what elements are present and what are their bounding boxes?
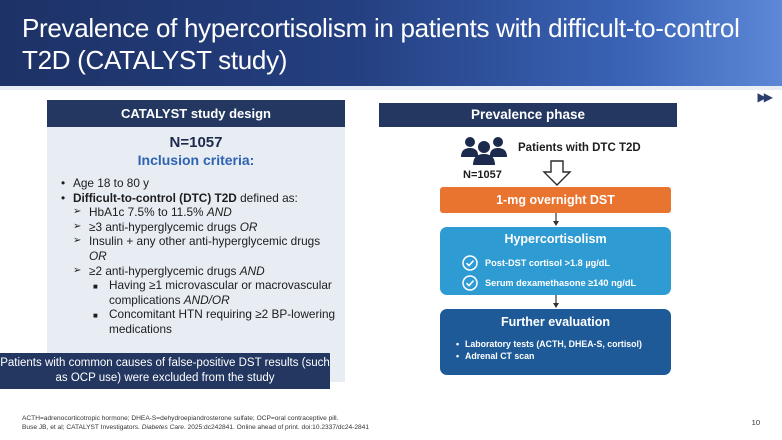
inclusion-criteria-title: Inclusion criteria: xyxy=(137,152,255,168)
criteria-item: ➢ HbA1c 7.5% to 11.5% AND xyxy=(59,205,341,220)
criteria-text: defined as: xyxy=(236,190,298,205)
criteria-text: HbA1c 7.5% to 11.5% xyxy=(89,205,207,220)
flow-arrow-icon xyxy=(553,213,559,226)
inclusion-criteria-list: • Age 18 to 80 y • Difficult-to-control (DT… xyxy=(59,176,341,337)
down-arrow-icon xyxy=(542,160,572,186)
criteria-text: ≥3 anti-hyperglycemic drugs xyxy=(89,219,240,234)
arrow-bullet-icon: ➢ xyxy=(73,235,82,247)
study-design-panel: CATALYST study design N=1057 Inclusion c… xyxy=(47,100,345,382)
criteria-item: ■ Concomitant HTN requiring ≥2 BP-lowerin… xyxy=(59,307,341,336)
page-number: 10 xyxy=(751,418,760,427)
bullet-icon: • xyxy=(61,190,66,205)
fast-forward-icon[interactable]: ▶▶ xyxy=(757,90,774,104)
citation-authors: Buse JB, et al; CATALYST Investigators. xyxy=(22,424,142,431)
citation: Buse JB, et al; CATALYST Investigators. … xyxy=(22,423,722,432)
criteria-text: Insulin + any other anti-hyperglycemic d… xyxy=(89,234,321,249)
patients-label: Patients with DTC T2D xyxy=(518,142,641,154)
criteria-text: AND/OR xyxy=(183,292,230,307)
criteria-text: AND xyxy=(239,263,265,278)
criterion-text: Post-DST cortisol >1.8 µg/dL xyxy=(485,258,611,268)
arrow-bullet-icon: ➢ xyxy=(73,206,82,218)
check-circle-icon xyxy=(462,275,478,291)
exclusion-note: Patients with common causes of false-pos… xyxy=(0,353,330,389)
hypercortisolism-title: Hypercortisolism xyxy=(504,232,607,246)
further-evaluation-list: • Laboratory tests (ACTH, DHEA-S, cortiso… xyxy=(456,338,642,362)
footnotes: ACTH=adrenocorticotropic hormone; DHEA-S… xyxy=(22,414,722,432)
criteria-item: • Age 18 to 80 y xyxy=(59,176,341,191)
hypercortisolism-box: Hypercortisolism Post-DST cortisol >1.8 … xyxy=(440,227,671,295)
criteria-text: ≥2 anti-hyperglycemic drugs xyxy=(89,263,240,278)
further-evaluation-title: Further evaluation xyxy=(500,315,611,329)
slide-title: Prevalence of hypercortisolism in patien… xyxy=(22,13,740,75)
criteria-text: Having ≥1 microvascular or macrovascular… xyxy=(109,278,332,307)
criteria-text: AND xyxy=(206,205,232,220)
arrow-bullet-icon: ➢ xyxy=(73,264,82,276)
list-item: • Adrenal CT scan xyxy=(456,351,535,361)
criteria-item: ■ Having ≥1 microvascular or macrovascula… xyxy=(59,278,341,307)
criteria-text: OR xyxy=(89,248,107,263)
criteria-item: ➢ ≥3 anti-hyperglycemic drugs OR xyxy=(59,220,341,235)
criterion-row: Serum dexamethasone ≥140 ng/dL xyxy=(462,275,636,291)
bullet-icon: • xyxy=(61,176,66,190)
header-divider xyxy=(0,86,782,90)
criteria-item: • Difficult-to-control (DTC) T2D defined … xyxy=(59,191,341,206)
criteria-text: OR xyxy=(239,219,258,234)
header-banner: Prevalence of hypercortisolism in patien… xyxy=(0,0,782,86)
square-bullet-icon: ■ xyxy=(93,282,98,292)
list-item-text: Adrenal CT scan xyxy=(465,351,535,361)
citation-journal: Diabetes Care xyxy=(141,424,184,431)
criterion-row: Post-DST cortisol >1.8 µg/dL xyxy=(462,255,610,271)
total-n-label: N=1057 xyxy=(169,134,223,151)
criteria-text: Concomitant HTN requiring ≥2 BP-lowering… xyxy=(109,307,336,336)
criteria-item: ➢ ≥2 anti-hyperglycemic drugs AND xyxy=(59,264,341,279)
flow-arrow-icon xyxy=(553,295,559,308)
study-design-header: CATALYST study design xyxy=(47,100,345,127)
check-circle-icon xyxy=(462,255,478,271)
list-item: • Laboratory tests (ACTH, DHEA-S, cortiso… xyxy=(456,339,642,349)
patients-n-label: N=1057 xyxy=(463,169,502,181)
criteria-text: Age 18 to 80 y xyxy=(73,176,150,190)
citation-details: . 2025:dc242841. Online ahead of print. … xyxy=(183,424,370,431)
abbreviations-note: ACTH=adrenocorticotropic hormone; DHEA-S… xyxy=(22,415,339,422)
prevalence-phase-header: Prevalence phase xyxy=(379,103,677,127)
list-item-text: Laboratory tests (ACTH, DHEA-S, cortisol… xyxy=(465,339,642,349)
criteria-text: Difficult-to-control (DTC) T2D xyxy=(73,190,237,205)
dst-step-box: 1-mg overnight DST xyxy=(440,187,671,213)
further-evaluation-box: Further evaluation • Laboratory tests (AC… xyxy=(440,309,671,375)
criterion-text: Serum dexamethasone ≥140 ng/dL xyxy=(485,278,637,288)
arrow-bullet-icon: ➢ xyxy=(73,220,82,232)
people-group-icon xyxy=(461,137,507,165)
square-bullet-icon: ■ xyxy=(93,311,98,321)
criteria-item: ➢ Insulin + any other anti-hyperglycemic … xyxy=(59,234,341,263)
